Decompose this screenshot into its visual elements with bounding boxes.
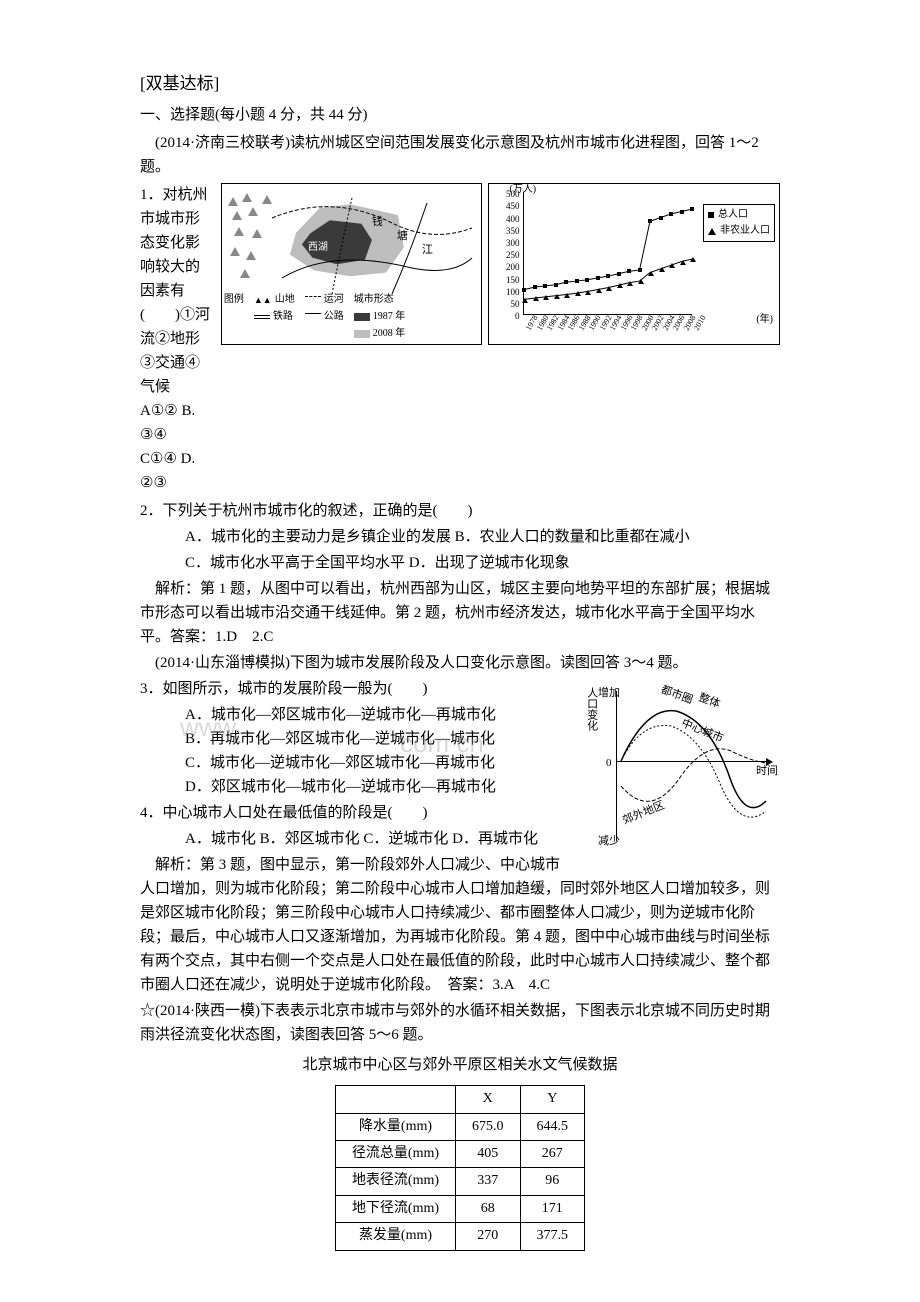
legend-title: 图例: [224, 292, 244, 308]
map-legend: 图例 ▲▲山地 铁路 运河 公路 城市形态 1987 年 2008 年: [224, 289, 480, 342]
table-cell: 降水量(mm): [335, 1113, 455, 1140]
mountain-icon: [248, 206, 258, 216]
q2-stem: 2．下列关于杭州市城市化的叙述，正确的是( ): [140, 499, 780, 523]
q3-D: D．郊区城市化—城市化—逆城市化—再城市化: [185, 779, 496, 795]
q2-D: D．出现了逆城市化现象: [409, 555, 570, 571]
q4-D: D．再城市化: [452, 831, 538, 847]
table-cell: 径流总量(mm): [335, 1140, 455, 1167]
table-col-1: X: [456, 1086, 521, 1113]
table-cell: 蒸发量(mm): [335, 1223, 455, 1250]
explanation-1: 解析：第 1 题，从图中可以看出，杭州西部为山区，城区主要向地势平坦的东部扩展；…: [140, 577, 780, 649]
railroad-lines: [272, 198, 472, 288]
figure-row-1: 1．对杭州市城市形态变化影响较大的因素有( )①河流②地形 ③交通④气候 A①②…: [140, 183, 780, 495]
legend-2008: 2008 年: [373, 326, 406, 342]
population-chart: (万人) 050100150200250300350400450500 1978…: [488, 183, 780, 345]
q3-A: A．城市化—郊区城市化—逆城市化—再城市化: [185, 707, 496, 723]
table-cell: 644.5: [520, 1113, 585, 1140]
passage-3: ☆(2014·陕西一模)下表表示北京市城市与郊外的水循环相关数据，下图表示北京城…: [140, 999, 780, 1047]
legend-series2: 非农业人口: [720, 223, 770, 239]
mountain-icon: [228, 196, 238, 206]
table-row: 蒸发量(mm)270377.5: [335, 1223, 584, 1250]
q1-stem: 1．对杭州市城市形态变化影响较大的因素有( )①河流②地形 ③交通④气候: [140, 187, 215, 395]
mountain-icon: [234, 226, 244, 236]
q1-optA: A①②: [140, 403, 178, 419]
q3-B: B．再城市化—郊区城市化—逆城市化—城市化: [185, 731, 495, 747]
mountain-icon: [252, 228, 262, 238]
table-cell: 377.5: [520, 1223, 585, 1250]
table-title: 北京城市中心区与郊外平原区相关水文气候数据: [140, 1053, 780, 1077]
table-cell: 地表径流(mm): [335, 1168, 455, 1195]
page: [双基达标] 一、选择题(每小题 4 分，共 44 分) (2014·济南三校联…: [70, 0, 850, 1299]
table-cell: 675.0: [456, 1113, 521, 1140]
q2-C: C．城市化水平高于全国平均水平: [185, 555, 405, 571]
table-cell: 68: [456, 1195, 521, 1222]
q2-A: A．城市化的主要动力是乡镇企业的发展: [185, 529, 451, 545]
q4-A: A．城市化: [185, 831, 256, 847]
chart-plot-area: [523, 192, 692, 315]
table-row: 地表径流(mm)33796: [335, 1168, 584, 1195]
table-cell: 405: [456, 1140, 521, 1167]
table-cell: 267: [520, 1140, 585, 1167]
hydrology-table: X Y 降水量(mm)675.0644.5径流总量(mm)405267地表径流(…: [335, 1085, 585, 1250]
q1-text-block: 1．对杭州市城市形态变化影响较大的因素有( )①河流②地形 ③交通④气候 A①②…: [140, 183, 215, 495]
q2-line1: A．城市化的主要动力是乡镇企业的发展 B．农业人口的数量和比重都在减小: [140, 525, 780, 549]
legend-1987: 1987 年: [373, 309, 406, 325]
table-row: 地下径流(mm)68171: [335, 1195, 584, 1222]
passage-2: (2014·山东淄博模拟)下图为城市发展阶段及人口变化示意图。读图回答 3～4 …: [140, 651, 780, 675]
table-row: 降水量(mm)675.0644.5: [335, 1113, 584, 1140]
table-cell: 337: [456, 1168, 521, 1195]
section-title: [双基达标]: [140, 70, 780, 97]
passage-1: (2014·济南三校联考)读杭州城区空间范围发展变化示意图及杭州市城市化进程图，…: [140, 131, 780, 179]
legend-rail: 铁路: [273, 309, 293, 325]
chart-x-unit: (年): [756, 312, 773, 328]
mcq-header: 一、选择题(每小题 4 分，共 44 分): [140, 103, 780, 127]
mountain-icon: [246, 250, 256, 260]
hangzhou-map: 西湖 钱 塘 江 图例 ▲▲山地 铁路: [221, 183, 483, 345]
table-row: 径流总量(mm)405267: [335, 1140, 584, 1167]
table-cell: 96: [520, 1168, 585, 1195]
q1-optC: C①④: [140, 451, 177, 467]
legend-cityshape: 城市形态: [354, 292, 394, 308]
legend-mountain: 山地: [275, 292, 295, 308]
chart-ytick: 500: [491, 187, 519, 201]
mountain-icon: [262, 194, 272, 204]
explanation-2: 解析：第 3 题，图中显示，第一阶段郊外人口减少、中心城市人口增加，则为城市化阶…: [140, 853, 780, 997]
q4-B: B．郊区城市化: [260, 831, 360, 847]
q4-C: C．逆城市化: [363, 831, 448, 847]
legend-canal: 运河: [324, 292, 344, 308]
q3-C: C．城市化—逆城市化—郊区城市化—再城市化: [185, 755, 495, 771]
legend-series1: 总人口: [718, 207, 748, 223]
table-cell: 171: [520, 1195, 585, 1222]
q2-B: B．农业人口的数量和比重都在减小: [455, 529, 690, 545]
table-col-2: Y: [520, 1086, 585, 1113]
mountain-icon: [240, 268, 250, 278]
mountain-icon: [230, 246, 240, 256]
chart-legend: 总人口 非农业人口: [703, 204, 775, 242]
table-col-0: [335, 1086, 455, 1113]
q2-line2: C．城市化水平高于全国平均水平 D．出现了逆城市化现象: [140, 551, 780, 575]
mountain-icon: [232, 210, 242, 220]
mountain-icon: [242, 192, 252, 202]
table-cell: 地下径流(mm): [335, 1195, 455, 1222]
table-header-row: X Y: [335, 1086, 584, 1113]
table-cell: 270: [456, 1223, 521, 1250]
legend-road: 公路: [324, 309, 344, 325]
